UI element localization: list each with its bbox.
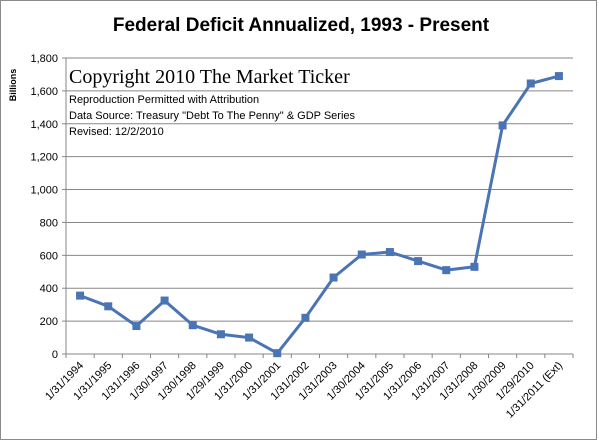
y-tick-label: 1,400	[30, 119, 58, 131]
y-axis-label: Billions	[8, 69, 18, 102]
data-point	[76, 291, 85, 300]
data-point	[526, 79, 535, 88]
data-point	[301, 313, 310, 322]
data-point	[329, 273, 338, 282]
annotation-reproduction: Reproduction Permitted with Attribution	[69, 94, 259, 106]
x-axis-ticks: 1/31/19941/31/19951/31/19961/30/19971/30…	[43, 354, 574, 421]
annotation-data-source: Data Source: Treasury "Debt To The Penny…	[69, 110, 356, 122]
chart-title: Federal Deficit Annualized, 1993 - Prese…	[113, 15, 490, 36]
data-point	[414, 257, 423, 266]
y-tick-label: 1,600	[30, 86, 58, 98]
data-point	[498, 121, 507, 130]
annotation-copyright: Copyright 2010 The Market Ticker	[69, 66, 350, 88]
data-point	[273, 349, 282, 358]
y-tick-label: 600	[40, 250, 58, 262]
data-point	[554, 72, 563, 81]
data-point	[188, 321, 197, 330]
data-point	[442, 266, 451, 275]
annotation-block: Copyright 2010 The Market Ticker Reprodu…	[69, 66, 356, 138]
data-point	[470, 262, 479, 271]
y-tick-label: 400	[40, 283, 58, 295]
gridlines	[66, 57, 573, 322]
y-tick-label: 0	[52, 349, 58, 361]
data-point	[104, 302, 113, 311]
series-line	[79, 74, 560, 355]
data-point	[160, 296, 169, 305]
y-axis-ticks: 0 200 400 600 800 1,000 1,200 1,400 1,600 1,800	[30, 53, 66, 361]
series-deficit	[76, 72, 563, 358]
y-tick-label: 800	[40, 217, 58, 229]
data-point	[245, 333, 254, 342]
y-tick-label: 1,800	[30, 53, 58, 65]
y-tick-label: 1,200	[30, 152, 58, 164]
data-point	[216, 330, 225, 339]
y-tick-label: 1,000	[30, 185, 58, 197]
y-tick-label: 200	[40, 316, 58, 328]
data-point	[132, 322, 141, 331]
data-point	[357, 250, 366, 259]
annotation-revised: Revised: 12/2/2010	[69, 126, 164, 138]
data-point	[385, 248, 394, 257]
